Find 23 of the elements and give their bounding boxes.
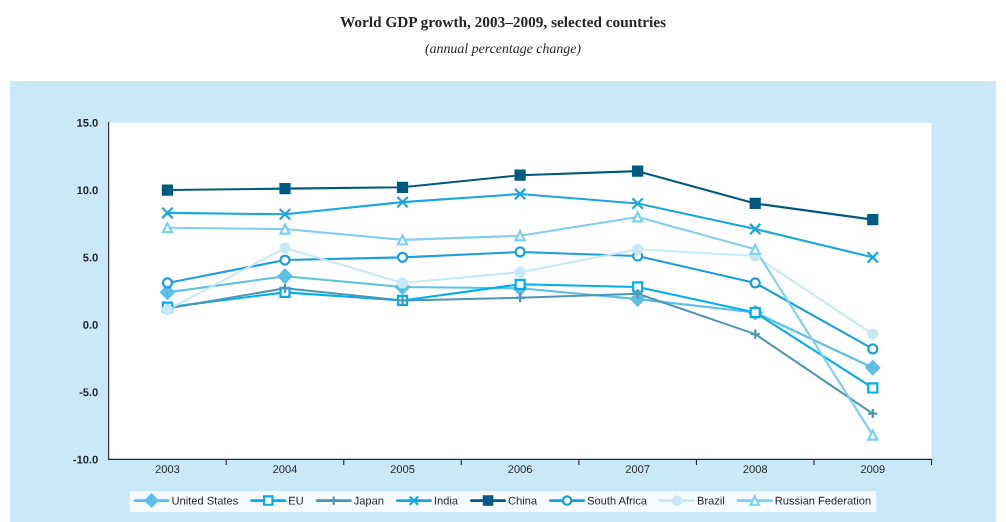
- y-tick-label: 5.0: [83, 253, 98, 262]
- chart-title: World GDP growth, 2003–2009, selected countries: [340, 16, 666, 31]
- legend-label: Brazil: [697, 496, 725, 505]
- x-tick-label: 2007: [625, 465, 650, 474]
- x-tick-label: 2009: [860, 465, 885, 474]
- legend-label: China: [508, 496, 538, 505]
- x-tick-label: 2004: [273, 465, 298, 474]
- x-tick-label: 2006: [508, 465, 532, 474]
- legend-label: EU: [289, 496, 303, 505]
- legend-label: United States: [172, 496, 238, 505]
- legend-label: South Africa: [587, 496, 647, 505]
- y-tick-label: 0.0: [83, 320, 98, 329]
- legend-label: India: [434, 496, 459, 505]
- y-tick-label: 10.0: [77, 186, 98, 195]
- y-tick-label: 15.0: [77, 118, 98, 127]
- x-tick-label: 2005: [390, 465, 415, 474]
- x-tick-label: 2008: [743, 465, 768, 474]
- y-tick-label: -10.0: [73, 455, 98, 464]
- chart-subtitle: (annual percentage change): [425, 43, 581, 56]
- x-tick-label: 2003: [155, 465, 180, 474]
- y-tick-label: -5.0: [79, 388, 98, 397]
- legend-label: Russian Federation: [775, 496, 871, 505]
- legend-label: Japan: [353, 496, 384, 507]
